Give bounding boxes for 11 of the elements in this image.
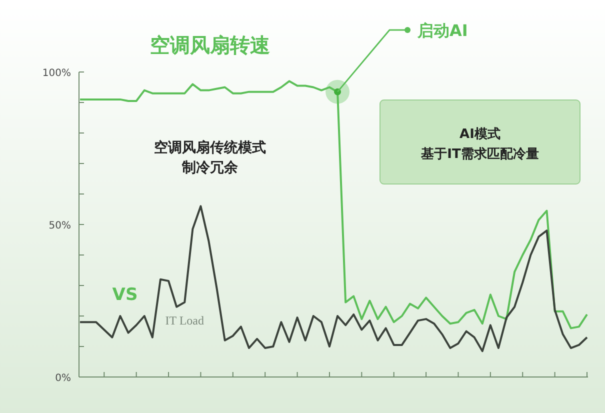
annotation: AI模式 (460, 126, 500, 142)
y-tick-label: 100% (42, 68, 71, 79)
annotation: 制冷冗余 (181, 160, 239, 176)
series-label: IT Load (165, 313, 204, 328)
annotation: 基于IT需求匹配冷量 (420, 146, 539, 162)
y-tick-label: 50% (48, 220, 71, 232)
y-tick-label: 0% (55, 373, 71, 384)
chart-title: 空调风扇转速 (150, 33, 270, 57)
annotation: VS (112, 285, 138, 305)
text: 启动AI (416, 21, 468, 40)
annotation: 空调风扇传统模式 (154, 139, 266, 156)
